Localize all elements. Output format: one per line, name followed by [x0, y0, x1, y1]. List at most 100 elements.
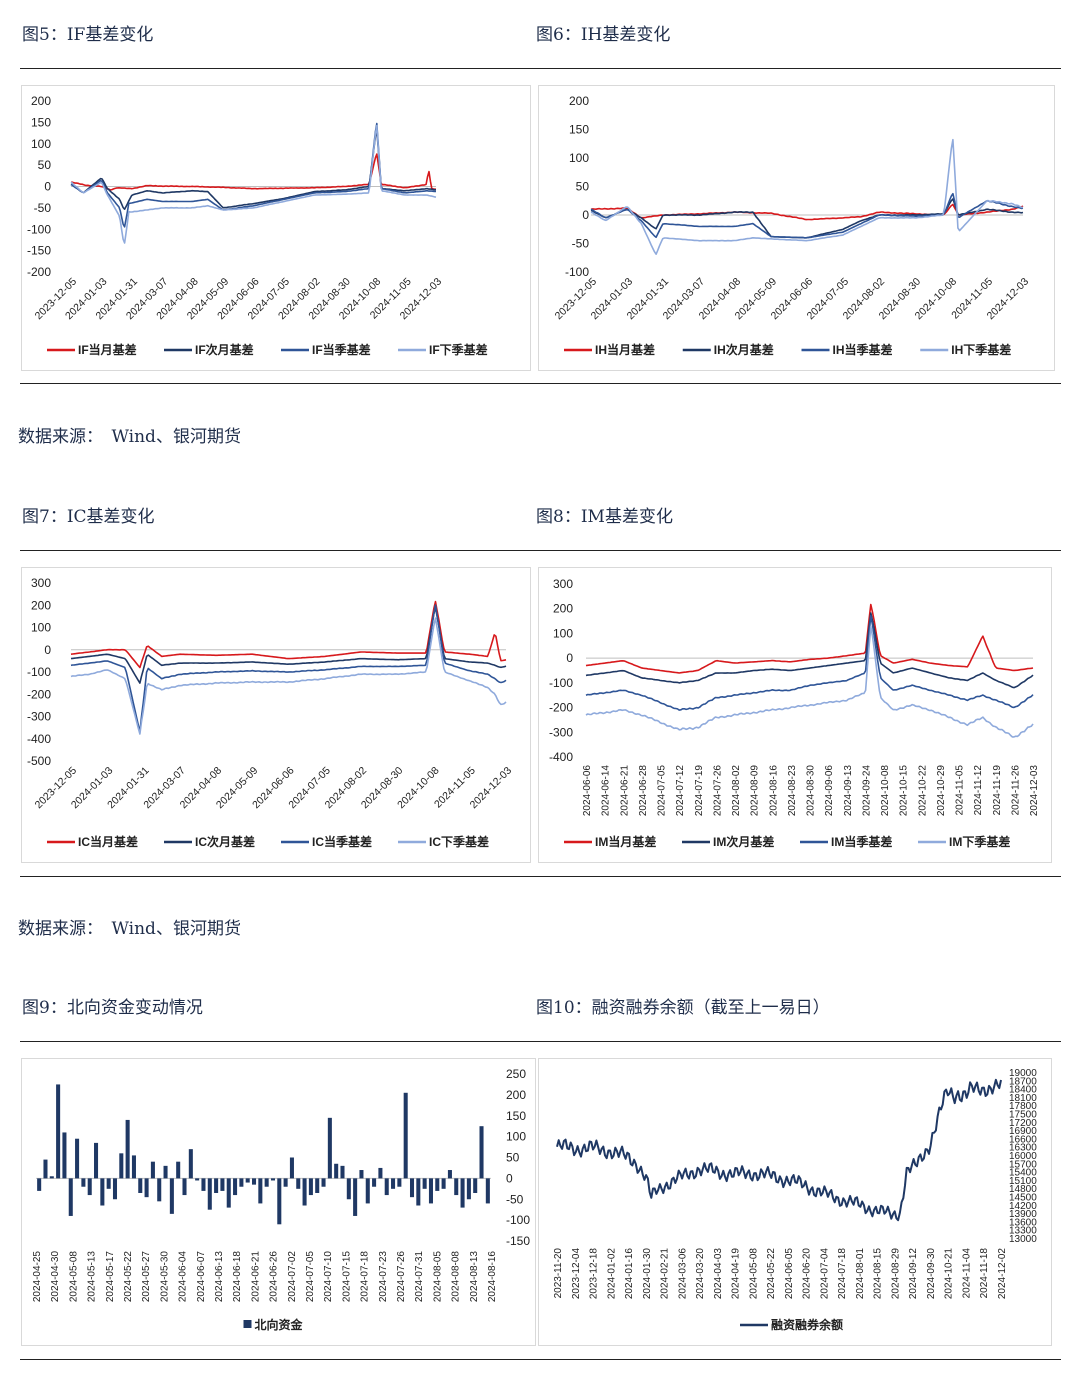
series-line — [70, 600, 507, 669]
fig6-panel: 200 150 100 50 0 -50 -100 2023-12-05 2024-01-03 2… — [538, 85, 1055, 371]
y-tick-label: 15700 — [1009, 1159, 1037, 1170]
bar — [169, 1178, 174, 1214]
y-tick-label: 50 — [576, 180, 590, 194]
x-tick-label: 2024-12-03 — [1029, 765, 1040, 817]
x-tick-label: 2024-07-10 — [323, 1251, 334, 1303]
x-tick-label: 2024-10-08 — [880, 765, 891, 817]
x-tick-label: 2024-01-16 — [624, 1248, 635, 1300]
x-tick-label: 2024-07-02 — [287, 1251, 298, 1303]
x-tick-label: 2024-07-15 — [341, 1251, 352, 1303]
x-tick-label: 2024-10-29 — [936, 765, 947, 817]
rule-bottom-1 — [20, 383, 1061, 384]
x-tick-label: 2024-06-26 — [269, 1251, 280, 1303]
bar — [391, 1178, 396, 1189]
bar — [201, 1178, 206, 1191]
series-line — [590, 138, 1024, 255]
x-tick-label: 2024-07-12 — [675, 765, 686, 817]
bar — [428, 1178, 433, 1204]
x-tick-label: 2024-08-13 — [469, 1251, 480, 1303]
y-tick-label: 50 — [38, 158, 52, 172]
bar — [334, 1163, 339, 1179]
bar — [119, 1153, 124, 1179]
x-tick-label: 2024-09-24 — [861, 765, 872, 817]
y-tick-label: 18700 — [1009, 1076, 1037, 1087]
y-tick-label: 100 — [31, 137, 51, 151]
fig6-title: 图6：IH基差变化 — [536, 25, 671, 45]
x-tick-label: 2024-04-25 — [32, 1251, 43, 1303]
bar — [321, 1178, 326, 1187]
bar — [251, 1178, 257, 1185]
x-tick-label: 2024-06-07 — [196, 1251, 207, 1303]
legend-label: IF下季基差 — [429, 342, 488, 357]
bar — [378, 1167, 383, 1179]
legend-label: IM次月基差 — [713, 834, 774, 849]
legend-label: IM当季基差 — [831, 834, 892, 849]
y-tick-label: 16000 — [1009, 1151, 1037, 1162]
x-tick-label: 2024-07-05 — [657, 765, 668, 817]
fig8-chart: 300 200 100 0 -100 -200 -300 -400 2024-06-06 2024… — [549, 577, 1040, 849]
x-tick-label: 2024-07-04 — [819, 1248, 830, 1300]
bar — [289, 1157, 294, 1179]
legend-swatch — [243, 1320, 252, 1328]
x-tick-label: 2024-08-23 — [787, 765, 798, 817]
bar — [277, 1178, 282, 1225]
y-tick-label: -100 — [27, 665, 51, 679]
bar — [144, 1178, 149, 1198]
fig9-title: 图9：北向资金变动情况 — [22, 998, 203, 1018]
bar — [220, 1178, 225, 1191]
x-tick-label: 2024-07-05 — [305, 1251, 316, 1303]
bar — [384, 1178, 389, 1196]
fig7-panel: 300 200 100 0 -100 -200 -300 -400 -500 2023-12-05… — [21, 567, 531, 863]
fig6-chart: 200150100500-50-1002023-12-052024-01-032… — [553, 94, 1032, 357]
series-line — [585, 612, 1034, 689]
x-tick-label: 2024-06-13 — [214, 1251, 225, 1303]
rule-top-2 — [20, 550, 1061, 551]
x-tick-label: 2024-06-21 — [250, 1251, 261, 1303]
x-tick-label: 2024-06-04 — [178, 1251, 189, 1303]
fig10-title: 图10：融资融券余额（截至上一易日） — [536, 998, 830, 1018]
series-line — [590, 192, 1024, 239]
bar — [87, 1178, 92, 1196]
series-line — [585, 615, 1034, 711]
x-tick-label: 2024-05-22 — [766, 1248, 777, 1300]
y-tick-label: 15400 — [1009, 1168, 1037, 1179]
legend-label: IH下季基差 — [951, 342, 1011, 357]
x-tick-label: 2024-06-21 — [619, 765, 630, 817]
x-tick-label: 2024-12-02 — [997, 1248, 1008, 1300]
y-tick-label: 200 — [506, 1088, 526, 1102]
legend-label: IH次月基差 — [714, 342, 774, 357]
bar — [447, 1170, 452, 1179]
x-tick-label: 2024-09-30 — [926, 1248, 937, 1300]
legend-label: IH当月基差 — [595, 342, 655, 357]
bar — [422, 1178, 427, 1189]
y-tick-label: -100 — [27, 222, 51, 236]
y-tick-label: 16300 — [1009, 1143, 1037, 1154]
y-tick-label: 19000 — [1009, 1068, 1037, 1079]
x-tick-label: 2024-06-06 — [582, 765, 593, 817]
bar — [454, 1178, 459, 1196]
x-tick-label: 2024-05-13 — [87, 1251, 98, 1303]
y-tick-label: -200 — [27, 265, 51, 279]
y-tick-label: -50 — [34, 201, 52, 215]
x-tick-label: 2024-01-30 — [642, 1248, 653, 1300]
bar — [473, 1178, 478, 1193]
x-tick-label: 2024-08-09 — [750, 765, 761, 817]
x-tick-label: 2024-08-01 — [855, 1248, 866, 1300]
legend-label: IH当季基差 — [833, 342, 893, 357]
y-tick-label: -500 — [27, 754, 51, 768]
bar — [239, 1178, 244, 1187]
bar — [226, 1178, 231, 1208]
x-tick-label: 2024-08-16 — [487, 1251, 498, 1303]
bar — [106, 1178, 111, 1189]
x-tick-label: 2024-08-29 — [890, 1248, 901, 1300]
series-line — [70, 604, 507, 733]
bar — [346, 1178, 351, 1200]
y-tick-label: 100 — [553, 626, 573, 640]
y-tick-label: -200 — [549, 701, 573, 715]
y-tick-label: 150 — [31, 115, 51, 129]
y-tick-label: -300 — [549, 725, 573, 739]
x-tick-label: 2024-08-16 — [768, 765, 779, 817]
x-tick-label: 2024-08-30 — [806, 765, 817, 817]
rule-top-3 — [20, 1041, 1061, 1042]
x-tick-label: 2024-04-03 — [713, 1248, 724, 1300]
